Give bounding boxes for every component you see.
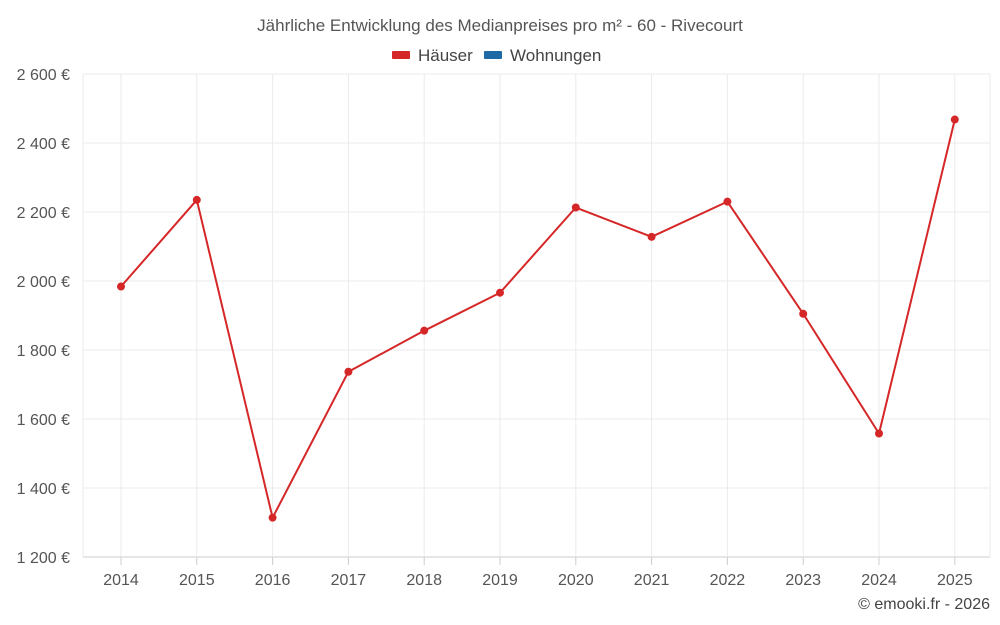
data-point-haeuser-2014[interactable] bbox=[117, 282, 125, 291]
series-haeuser bbox=[117, 115, 959, 522]
x-tick-label: 2024 bbox=[861, 572, 897, 589]
x-tick-label: 2025 bbox=[937, 572, 973, 589]
y-gridlines bbox=[83, 73, 990, 558]
y-tick-label: 1 400 € bbox=[17, 481, 70, 498]
credit-text: © emooki.fr - 2026 bbox=[858, 596, 990, 613]
x-tick-label: 2018 bbox=[406, 572, 442, 589]
x-tick-label: 2022 bbox=[710, 572, 746, 589]
data-point-haeuser-2025[interactable] bbox=[950, 115, 959, 124]
x-gridlines bbox=[82, 74, 991, 557]
x-tick-label: 2021 bbox=[634, 572, 670, 589]
series-line-haeuser bbox=[120, 119, 956, 519]
x-tick-label: 2015 bbox=[179, 572, 215, 589]
data-point-haeuser-2023[interactable] bbox=[799, 309, 808, 318]
x-tick-label: 2014 bbox=[103, 572, 139, 589]
data-point-haeuser-2018[interactable] bbox=[420, 326, 429, 335]
x-tick-label: 2016 bbox=[255, 572, 291, 589]
x-axis: 2014 2015 2016 2017 2018 2019 2020 2021 2022 2023… bbox=[103, 557, 973, 589]
data-point-haeuser-2021[interactable] bbox=[647, 232, 656, 241]
y-tick-label: 2 200 € bbox=[17, 205, 70, 222]
legend-swatch-wohnungen bbox=[484, 51, 502, 59]
data-point-haeuser-2024[interactable] bbox=[875, 429, 883, 438]
data-point-haeuser-2022[interactable] bbox=[723, 197, 732, 206]
legend[interactable]: Häuser Wohnungen bbox=[392, 46, 601, 65]
data-point-haeuser-2020[interactable] bbox=[571, 203, 580, 212]
y-axis-labels: 1 200 € 1 400 € 1 600 € 1 800 € 2 000 € 2 200… bbox=[17, 67, 70, 567]
legend-label-wohnungen[interactable]: Wohnungen bbox=[510, 46, 601, 65]
y-tick-label: 1 200 € bbox=[17, 550, 70, 567]
x-tick-label: 2023 bbox=[785, 572, 821, 589]
y-tick-label: 1 600 € bbox=[17, 412, 70, 429]
y-tick-label: 1 800 € bbox=[17, 343, 70, 360]
x-tick-label: 2017 bbox=[331, 572, 367, 589]
chart-title: Jährliche Entwicklung des Medianpreises … bbox=[257, 16, 743, 35]
x-tick-label: 2020 bbox=[558, 572, 594, 589]
y-tick-label: 2 000 € bbox=[17, 274, 70, 291]
x-tick-label: 2019 bbox=[482, 572, 518, 589]
y-tick-label: 2 600 € bbox=[17, 67, 70, 84]
data-point-haeuser-2015[interactable] bbox=[192, 195, 201, 204]
data-point-haeuser-2019[interactable] bbox=[496, 288, 504, 297]
legend-label-haeuser[interactable]: Häuser bbox=[418, 46, 473, 65]
data-point-haeuser-2017[interactable] bbox=[344, 367, 353, 376]
legend-swatch-haeuser bbox=[392, 51, 410, 59]
data-point-haeuser-2016[interactable] bbox=[268, 513, 277, 522]
y-tick-label: 2 400 € bbox=[17, 136, 70, 153]
